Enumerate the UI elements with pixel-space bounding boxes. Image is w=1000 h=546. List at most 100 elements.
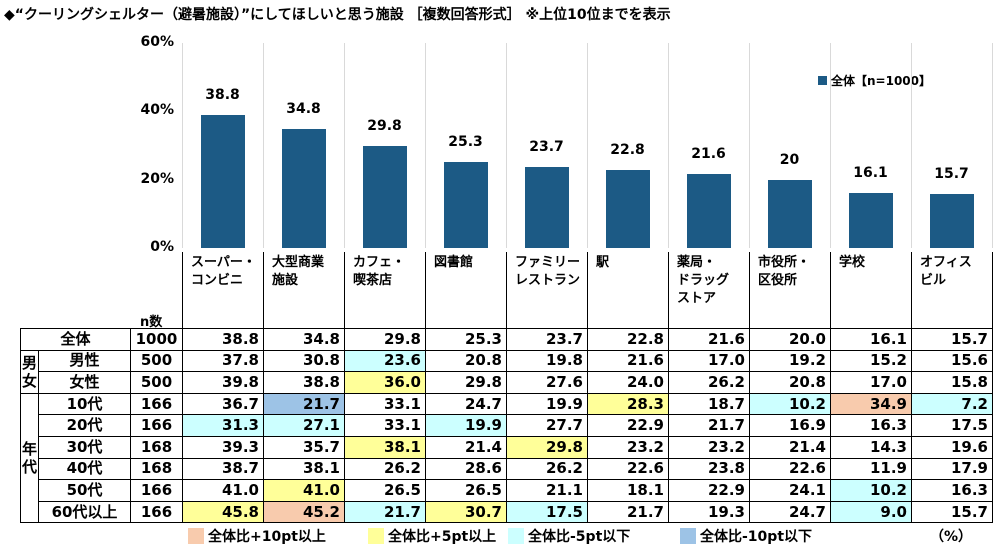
value-cell: 29.8 — [344, 328, 426, 351]
legend-label: 全体比-10pt以下 — [700, 529, 813, 545]
value-cell: 17.0 — [668, 349, 750, 373]
row-label: 40代 — [38, 457, 131, 481]
value-cell: 24.0 — [587, 371, 669, 394]
table-row: 60代以上 166 45.8 45.2 21.7 30.7 17.5 21.7 19.3 24.7… — [21, 500, 993, 524]
value-cell: 17.0 — [830, 371, 912, 394]
bar-value-label: 20 — [779, 151, 800, 168]
value-cell: 36.7 — [182, 392, 264, 416]
bar — [443, 161, 488, 248]
value-cell: 24.7 — [749, 500, 831, 524]
value-cell: 21.7 — [668, 414, 750, 437]
value-cell: 16.3 — [911, 479, 993, 502]
bar-value-label: 23.7 — [529, 139, 564, 156]
value-cell: 17.5 — [911, 414, 993, 437]
table-row: 20代 166 31.3 27.1 33.1 19.9 27.7 22.9 21.7 16.9 16… — [21, 414, 993, 437]
value-cell: 22.6 — [587, 457, 669, 481]
category-label: オフィス ビル — [911, 252, 992, 328]
value-cell: 16.1 — [830, 328, 912, 351]
value-cell: 19.8 — [506, 349, 588, 373]
legend-item: 全体比+5pt以上 — [368, 526, 496, 546]
n-header: n数 — [140, 315, 163, 330]
value-cell: 21.6 — [587, 349, 669, 373]
grid-line — [506, 43, 507, 248]
n-cell: 166 — [130, 500, 183, 524]
value-cell: 38.8 — [263, 371, 345, 394]
value-cell: 31.3 — [182, 414, 264, 437]
n-cell: 500 — [130, 349, 183, 373]
grid-line — [344, 43, 345, 248]
value-cell: 17.5 — [506, 500, 588, 524]
row-label: 30代 — [38, 435, 131, 459]
value-cell: 15.7 — [911, 328, 993, 351]
value-cell: 38.8 — [182, 328, 264, 351]
value-cell: 45.2 — [263, 500, 345, 524]
value-cell: 38.1 — [344, 435, 426, 459]
bar — [605, 170, 650, 248]
group-label: 年 代 — [20, 392, 39, 524]
value-cell: 19.9 — [506, 392, 588, 416]
legend-label: 全体【n=1000】 — [831, 74, 931, 88]
value-cell: 23.6 — [344, 349, 426, 373]
grid-line — [992, 43, 993, 248]
data-table: 全体 1000 38.8 34.8 29.8 25.3 23.7 22.8 21.6 20.0 16… — [20, 328, 993, 524]
bar-value-label: 21.6 — [691, 146, 726, 163]
value-cell: 10.2 — [749, 392, 831, 416]
value-cell: 19.2 — [749, 349, 831, 373]
value-cell: 20.0 — [749, 328, 831, 351]
value-cell: 27.7 — [506, 414, 588, 437]
n-cell: 168 — [130, 435, 183, 459]
legend-item: 全体比-5pt以下 — [508, 526, 630, 546]
chart-title: ◆“クーリングシェルター（避暑施設）”にしてほしいと思う施設 ［複数回答形式］ … — [4, 7, 671, 23]
value-cell: 22.8 — [587, 328, 669, 351]
legend-item: 全体比-10pt以下 — [680, 526, 812, 546]
value-cell: 39.8 — [182, 371, 264, 394]
value-cell: 41.0 — [182, 479, 264, 502]
n-cell: 166 — [130, 414, 183, 437]
value-cell: 23.7 — [506, 328, 588, 351]
value-cell: 11.9 — [830, 457, 912, 481]
table-row: 女性 500 39.8 38.8 36.0 29.8 27.6 24.0 26.2 20.8 17.… — [21, 371, 993, 394]
bar — [686, 174, 731, 248]
value-cell: 27.1 — [263, 414, 345, 437]
n-cell: 1000 — [130, 328, 183, 351]
value-cell: 15.7 — [911, 500, 993, 524]
row-label: 10代 — [38, 392, 131, 416]
y-tick-label: 40% — [140, 102, 174, 119]
n-cell: 500 — [130, 371, 183, 394]
n-cell: 166 — [130, 479, 183, 502]
value-cell: 38.7 — [182, 457, 264, 481]
group-label: 男 女 — [20, 349, 39, 394]
bar-value-label: 29.8 — [367, 118, 402, 135]
legend-item: 全体比+10pt以上 — [188, 526, 326, 546]
category-label: ファミリー レストラン — [506, 252, 587, 328]
value-cell: 24.7 — [425, 392, 507, 416]
value-cell: 26.5 — [344, 479, 426, 502]
value-cell: 16.9 — [749, 414, 831, 437]
value-cell: 23.8 — [668, 457, 750, 481]
value-cell: 23.2 — [668, 435, 750, 459]
grid-line — [263, 43, 264, 248]
value-cell: 28.6 — [425, 457, 507, 481]
value-cell: 26.2 — [344, 457, 426, 481]
bar-value-label: 38.8 — [205, 87, 240, 104]
value-cell: 26.2 — [506, 457, 588, 481]
value-cell: 7.2 — [911, 392, 993, 416]
row-label: 50代 — [38, 479, 131, 502]
value-cell: 21.7 — [344, 500, 426, 524]
value-cell: 19.9 — [425, 414, 507, 437]
value-cell: 21.1 — [506, 479, 588, 502]
value-cell: 15.8 — [911, 371, 993, 394]
value-cell: 26.5 — [425, 479, 507, 502]
legend-swatch — [818, 76, 827, 85]
grid-line — [830, 43, 831, 248]
value-cell: 19.6 — [911, 435, 993, 459]
n-cell: 166 — [130, 392, 183, 416]
bar — [281, 129, 326, 248]
legend-swatch — [508, 528, 524, 544]
value-cell: 16.3 — [830, 414, 912, 437]
value-cell: 24.1 — [749, 479, 831, 502]
legend-swatch — [680, 528, 696, 544]
n-cell: 168 — [130, 457, 183, 481]
grid-line — [749, 43, 750, 248]
value-cell: 34.9 — [830, 392, 912, 416]
